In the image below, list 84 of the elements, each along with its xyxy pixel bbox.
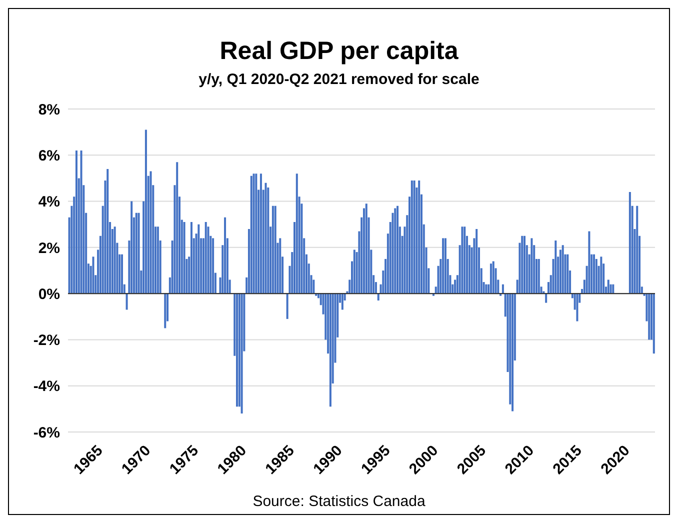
bar	[492, 261, 494, 294]
bar	[607, 280, 610, 294]
y-tick-label: 0%	[38, 286, 60, 303]
bar	[260, 174, 262, 294]
bar	[394, 208, 396, 294]
y-tick-label: -4%	[33, 378, 60, 396]
bar	[121, 254, 123, 294]
y-tick-label: -2%	[33, 332, 60, 350]
bar	[138, 212, 140, 294]
bar	[562, 245, 564, 294]
bar	[600, 256, 602, 294]
bar	[652, 294, 655, 354]
bar	[512, 294, 514, 412]
bar	[190, 222, 192, 294]
bar	[442, 238, 444, 294]
bar	[554, 240, 557, 294]
bar	[274, 206, 276, 294]
chart-subtitle: y/y, Q1 2020-Q2 2021 removed for scale	[198, 71, 480, 88]
bar	[255, 174, 258, 294]
bar	[365, 204, 368, 294]
bar	[566, 254, 569, 294]
y-tick-label: 4%	[38, 194, 60, 211]
bar	[164, 294, 166, 328]
bar	[92, 256, 94, 294]
bar	[75, 150, 78, 294]
bar	[80, 150, 82, 294]
bar	[144, 130, 147, 294]
bar	[648, 294, 650, 340]
bar	[286, 294, 288, 319]
bar	[156, 226, 159, 294]
bar	[353, 250, 356, 294]
bar	[476, 228, 478, 294]
bar	[485, 284, 488, 294]
bar	[224, 217, 226, 294]
bar	[538, 258, 540, 294]
bar	[490, 264, 492, 294]
bar	[464, 226, 466, 294]
bar	[250, 176, 252, 294]
bar	[329, 294, 332, 407]
bar	[240, 294, 243, 414]
bar	[444, 238, 446, 294]
bar	[413, 180, 416, 294]
bar	[279, 238, 282, 294]
bar	[135, 212, 138, 294]
bar	[576, 294, 578, 322]
bar	[264, 182, 267, 294]
bar	[595, 258, 598, 294]
bar	[521, 236, 524, 294]
y-tick-label: 2%	[38, 240, 60, 257]
y-tick-label: -6%	[33, 424, 60, 442]
bar	[461, 226, 464, 294]
bar	[130, 201, 133, 294]
bar	[341, 294, 344, 310]
bar	[176, 162, 178, 294]
y-tick-label: 6%	[38, 147, 60, 164]
bar	[612, 284, 614, 294]
bar	[628, 192, 631, 294]
bar	[114, 226, 116, 294]
bar	[588, 231, 590, 294]
bar	[204, 222, 207, 294]
bar	[410, 180, 413, 294]
bar	[106, 168, 109, 294]
bar	[502, 284, 504, 294]
bar	[272, 206, 274, 294]
bar	[236, 294, 238, 407]
bar	[296, 174, 298, 294]
bar	[530, 238, 533, 294]
bar	[198, 224, 200, 294]
bar	[377, 294, 380, 300]
chart-title: Real GDP per capita	[218, 37, 460, 66]
bar	[545, 294, 548, 303]
bar	[267, 187, 270, 294]
bar	[126, 294, 128, 310]
bar	[183, 222, 186, 294]
source-note: Source: Statistics Canada	[252, 493, 426, 510]
bar	[636, 206, 638, 294]
bar	[150, 171, 152, 294]
bar	[524, 236, 526, 294]
bar	[212, 238, 214, 294]
y-tick-label: 8%	[38, 101, 60, 118]
bar	[592, 254, 595, 294]
bar	[252, 174, 255, 294]
bar	[418, 180, 420, 294]
bar	[396, 206, 399, 294]
